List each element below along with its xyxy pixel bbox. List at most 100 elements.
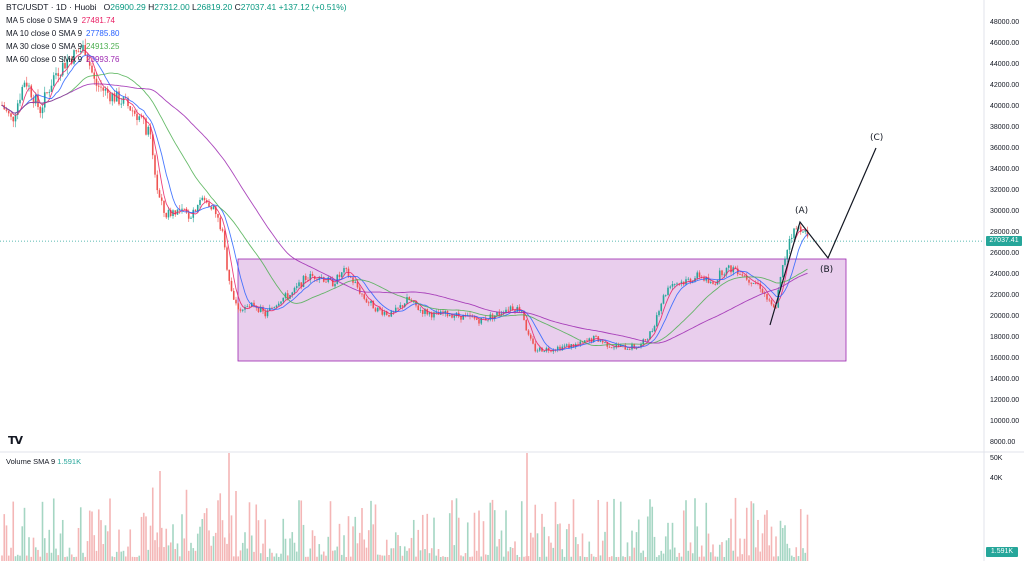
volume-bar [496,546,498,561]
candle-body [275,305,278,308]
volume-bar [570,556,573,561]
volume-bar [75,556,78,561]
volume-bar [799,509,802,561]
volume-bar [347,516,350,561]
candle-body [10,113,12,117]
candle-body [138,116,141,121]
volume-bar [421,514,424,561]
candle-body [7,110,10,114]
candle-body [471,316,474,318]
candle-body [201,197,204,200]
volume-bar [156,532,159,561]
candle-body [302,275,305,287]
volume-bar [345,556,348,561]
symbol-label[interactable]: BTC/USDT · 1D · Huobi [6,2,97,12]
candle-body [345,268,348,269]
volume-bar [700,545,703,561]
volume-bar [473,512,476,561]
volume-bar [784,525,786,561]
candle-body [266,310,269,317]
candle-body [451,315,453,318]
candle-body [775,307,777,309]
candle-body [86,55,89,62]
candle-body [316,278,318,280]
candle-body [608,346,611,348]
candle-body [28,85,30,87]
volume-bar [379,554,381,561]
volume-bar [28,537,30,561]
volume-bar [727,538,730,561]
candle-body [271,307,273,309]
volume-bar [694,498,696,561]
candle-body [217,214,219,218]
volume-bar [147,549,150,561]
candle-body [257,307,260,312]
candle-body [556,346,559,351]
candle-body [388,314,390,317]
volume-bar [273,556,276,561]
indicator-ma30[interactable]: MA 30 close 0 SMA 9 24913.25 [6,40,123,53]
volume-bar [86,541,89,561]
volume-bar [1,555,3,561]
volume-bar [214,532,217,561]
candle-body [484,318,487,321]
candle-body [748,279,750,283]
volume-bar [451,500,453,561]
candle-body [568,344,570,348]
candle-body [595,335,597,337]
candle-body [199,199,201,205]
candle-body [527,330,530,335]
volume-bar [651,506,654,561]
candle-body [336,274,339,284]
candle-body [709,282,712,283]
volume-bar [376,554,379,561]
volume-bar [7,555,10,561]
candle-body [752,283,755,284]
candle-body [579,341,582,345]
volume-bar [160,527,163,561]
candle-body [12,116,15,122]
candle-body [14,114,17,122]
indicator-ma60[interactable]: MA 60 close 0 SMA 9 23993.76 [6,53,123,66]
candle-body [185,208,188,213]
volume-bar [55,548,57,561]
volume-spike [228,453,230,561]
candle-body [514,310,516,312]
low-label: L [192,2,197,12]
volume-bar [194,550,197,561]
candle-body [309,273,312,281]
candle-body [365,298,368,303]
volume-bar [136,556,138,561]
tradingview-logo[interactable]: TV [8,434,23,447]
volume-bar [721,542,723,561]
candle-body [532,338,534,344]
price-axis-label: 8000.00 [990,439,1015,446]
volume-bar [237,556,240,561]
volume-bar [500,530,503,561]
volume-bar [608,556,611,561]
candle-body [352,277,354,283]
price-axis-label: 40000.00 [990,103,1019,110]
volume-bar [527,556,530,561]
volume-bar [66,556,69,561]
indicator-ma5[interactable]: MA 5 close 0 SMA 9 27481.74 [6,14,119,27]
volume-bar [588,541,591,561]
volume-bar [653,536,656,561]
volume-legend[interactable]: Volume SMA 9 1.591K [6,457,81,466]
candle-body [610,347,613,349]
candle-body [174,210,177,215]
indicator-ma10[interactable]: MA 10 close 0 SMA 9 27785.80 [6,27,123,40]
candle-body [286,293,289,299]
open-value: 26900.29 [110,2,146,12]
volume-bar [52,498,55,561]
candle-body [428,312,431,315]
volume-bar [511,547,514,561]
volume-value: 1.591K [57,457,82,466]
volume-bar [712,544,714,561]
candle-body [120,103,123,105]
volume-bar [217,500,219,561]
candle-body [586,340,588,342]
candle-body [340,272,343,277]
volume-bar [322,551,325,561]
